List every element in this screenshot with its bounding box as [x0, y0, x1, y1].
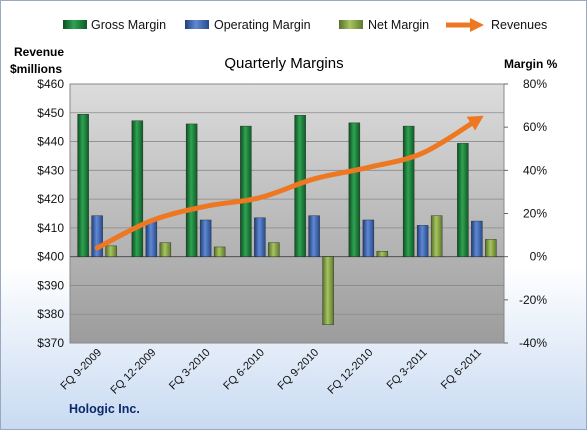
left-tick-label: $380 [37, 307, 64, 321]
bar-net-margin [376, 251, 389, 257]
legend-label-gross-margin: Gross Margin [91, 18, 166, 32]
revenue-line [94, 117, 480, 251]
left-axis-ticks: $370 $380 $390 $400 $410 $420 $430 $440 $450 $460 [37, 77, 64, 350]
right-tick-label: 20% [523, 207, 547, 221]
legend: Gross Margin Operating Margin Net Margin… [63, 18, 547, 32]
bar-operating-margin [199, 219, 212, 257]
left-axis-label-line1: Revenue [14, 45, 64, 59]
bar-net-margin [105, 245, 117, 257]
bar-operating-margin [254, 217, 266, 257]
bar-net-margin [213, 246, 226, 257]
bar-operating-margin [145, 220, 158, 257]
left-tick-label: $440 [37, 135, 64, 149]
bar-gross-margin [131, 120, 144, 257]
bar-operating-margin [362, 219, 375, 257]
legend-swatch-gross-margin [63, 20, 87, 29]
legend-label-net-margin: Net Margin [368, 18, 429, 32]
bar-gross-margin [77, 114, 89, 257]
bar-net-margin [322, 256, 334, 325]
revenue-arrowhead [466, 115, 484, 131]
legend-label-operating-margin: Operating Margin [214, 18, 311, 32]
bar-gross-margin [457, 143, 469, 257]
left-tick-label: $410 [37, 221, 64, 235]
legend-swatch-net-margin [339, 20, 363, 29]
bar-net-margin [268, 242, 280, 257]
left-axis-label-line2: $millions [10, 62, 62, 76]
left-tick-label: $460 [37, 77, 64, 91]
right-axis-label: Margin % [504, 57, 558, 71]
left-tick-label: $430 [37, 163, 64, 177]
left-tick-label: $370 [37, 336, 64, 350]
legend-swatch-revenues [446, 18, 484, 32]
right-tick-label: -40% [519, 336, 547, 350]
left-tick-label: $390 [37, 278, 64, 292]
bar-operating-margin [416, 225, 429, 257]
right-tick-label: 80% [523, 77, 547, 91]
legend-swatch-operating-margin [185, 20, 209, 29]
bar-net-margin [159, 242, 172, 257]
right-axis-ticks: -40% -20% 0% 20% 40% 60% 80% [504, 77, 547, 350]
legend-label-revenues: Revenues [491, 18, 547, 32]
company-label: Hologic Inc. [69, 402, 140, 416]
bar-gross-margin [240, 125, 252, 257]
right-tick-label: 0% [530, 250, 548, 264]
left-tick-label: $400 [37, 250, 64, 264]
bar-gross-margin [185, 123, 198, 257]
bar-operating-margin [308, 215, 320, 257]
right-tick-label: -20% [519, 293, 547, 307]
left-tick-label: $420 [37, 192, 64, 206]
left-tick-label: $450 [37, 106, 64, 120]
bar-operating-margin [91, 215, 103, 257]
right-tick-label: 40% [523, 163, 547, 177]
chart-title: Quarterly Margins [224, 55, 343, 72]
bar-gross-margin [348, 122, 361, 257]
bar-net-margin [485, 239, 497, 257]
right-tick-label: 60% [523, 120, 547, 134]
bar-net-margin [430, 215, 443, 257]
bar-operating-margin [471, 220, 483, 257]
revenue-line-group [94, 115, 484, 251]
bar-gross-margin [402, 125, 415, 257]
